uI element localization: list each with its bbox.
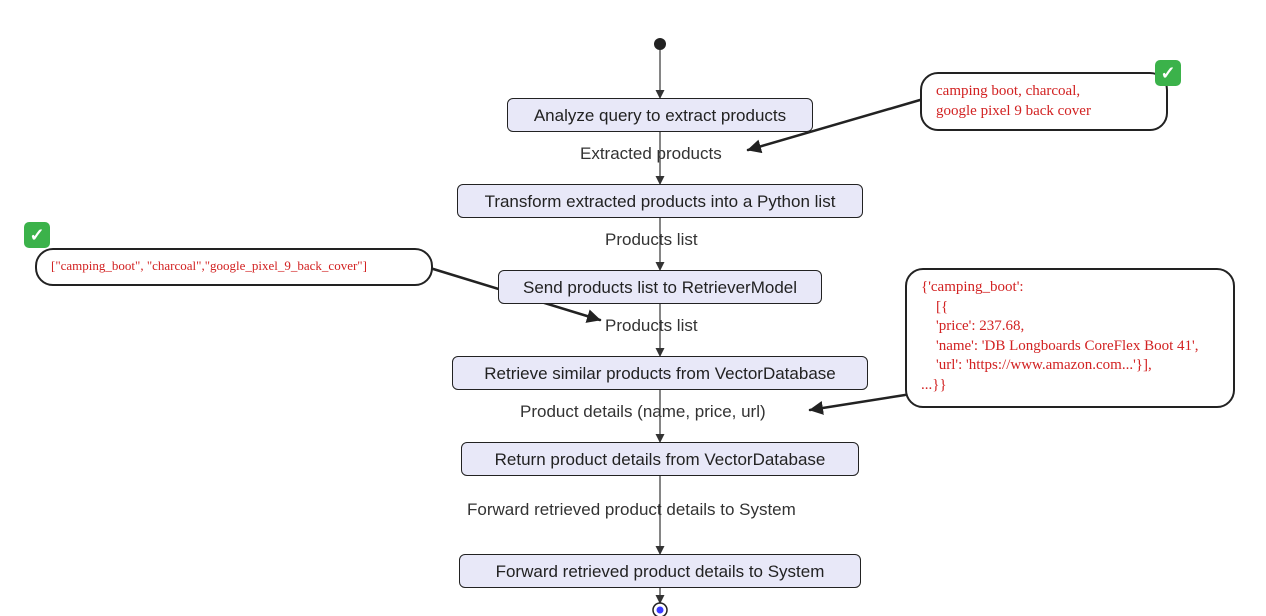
end-ring-inner bbox=[657, 607, 664, 614]
callout-line: ["camping_boot", "charcoal","google_pixe… bbox=[51, 258, 417, 275]
flow-node-n2: Transform extracted products into a Pyth… bbox=[457, 184, 863, 218]
start-dot bbox=[654, 38, 666, 50]
callout-c1: camping boot, charcoal,google pixel 9 ba… bbox=[920, 72, 1168, 131]
edge-label-2: Products list bbox=[605, 316, 698, 336]
edge-label-3: Product details (name, price, url) bbox=[520, 402, 766, 422]
callout-c2: ["camping_boot", "charcoal","google_pixe… bbox=[35, 248, 433, 286]
callout-line: [{ bbox=[921, 298, 1219, 318]
flowchart-canvas: Analyze query to extract products Transfo… bbox=[0, 0, 1266, 616]
end-ring-outer bbox=[653, 603, 667, 616]
callout-arrow-2 bbox=[810, 395, 905, 410]
callout-line: google pixel 9 back cover bbox=[936, 102, 1152, 122]
callout-c3: {'camping_boot': [{ 'price': 237.68, 'na… bbox=[905, 268, 1235, 408]
flow-node-n6: Forward retrieved product details to Sys… bbox=[459, 554, 861, 588]
flow-node-n3: Send products list to RetrieverModel bbox=[498, 270, 822, 304]
flow-node-n4: Retrieve similar products from VectorDat… bbox=[452, 356, 868, 390]
checkmark-icon: ✓ bbox=[24, 222, 50, 248]
edge-label-4: Forward retrieved product details to Sys… bbox=[467, 500, 796, 520]
callout-line: 'price': 237.68, bbox=[921, 317, 1219, 337]
callout-line: 'url': 'https://www.amazon.com...'}], bbox=[921, 356, 1219, 376]
checkmark-icon: ✓ bbox=[1155, 60, 1181, 86]
callout-line: {'camping_boot': bbox=[921, 278, 1219, 298]
callout-line: 'name': 'DB Longboards CoreFlex Boot 41'… bbox=[921, 337, 1219, 357]
edge-label-0: Extracted products bbox=[580, 144, 722, 164]
edge-label-1: Products list bbox=[605, 230, 698, 250]
flow-node-n1: Analyze query to extract products bbox=[507, 98, 813, 132]
callout-line: camping boot, charcoal, bbox=[936, 82, 1152, 102]
flow-node-n5: Return product details from VectorDataba… bbox=[461, 442, 859, 476]
callout-line: ...}} bbox=[921, 376, 1219, 396]
